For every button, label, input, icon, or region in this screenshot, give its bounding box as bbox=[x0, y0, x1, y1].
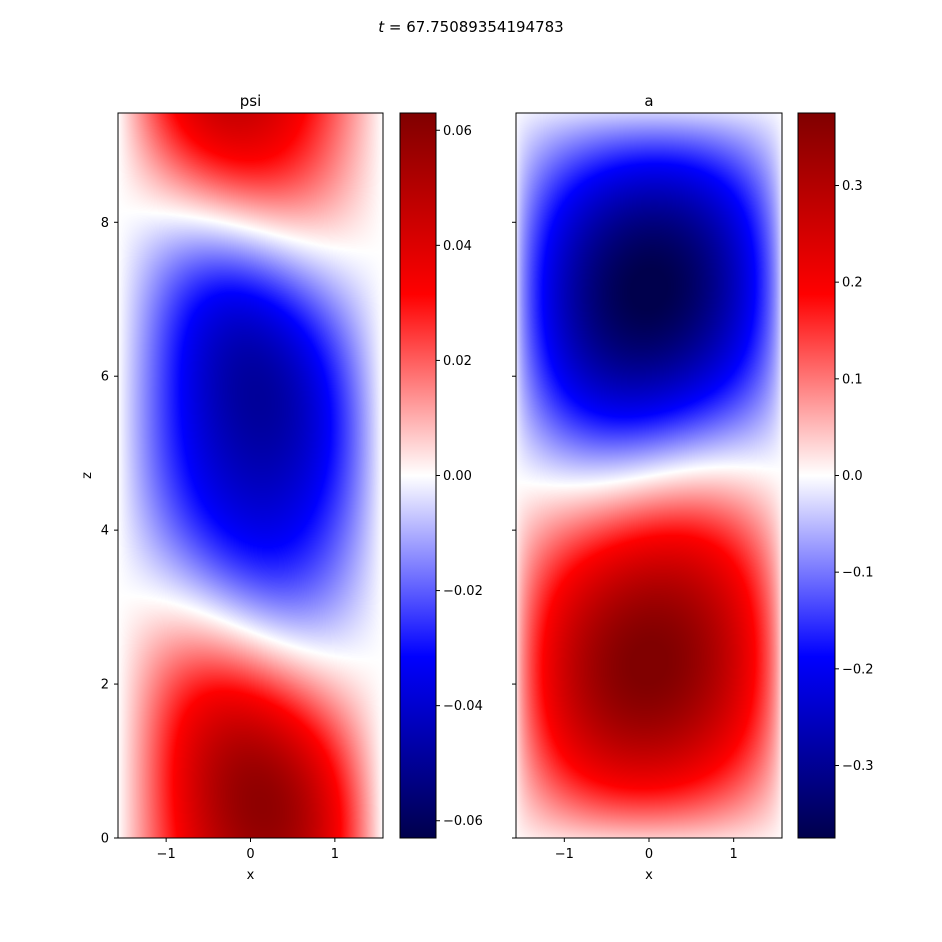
x-tick-label: −1 bbox=[555, 847, 574, 862]
y-tick-label: 0 bbox=[101, 832, 109, 847]
a-ticks: −1 0 1 bbox=[512, 221, 738, 862]
x-tick-label: −1 bbox=[157, 847, 176, 862]
psi-heatmap bbox=[118, 113, 383, 838]
colorbar-tick-label: 0.3 bbox=[842, 179, 863, 194]
colorbar-tick-label: −0.1 bbox=[842, 566, 874, 581]
a-title: a bbox=[644, 92, 653, 110]
psi-panel: psi x z −1 0 1 0 2 4 6 8 −0.06 −0.04 −0.02 0.00 0.0… bbox=[80, 92, 483, 883]
colorbar-tick-label: −0.02 bbox=[443, 584, 483, 599]
a-heatmap bbox=[516, 113, 782, 838]
colorbar-tick-label: −0.06 bbox=[443, 814, 483, 829]
figure-suptitle: t = 67.75089354194783 bbox=[378, 18, 563, 36]
x-tick-label: 1 bbox=[730, 847, 738, 862]
suptitle-value: = 67.75089354194783 bbox=[384, 18, 564, 36]
y-tick-label: 8 bbox=[101, 216, 109, 231]
colorbar-tick-label: −0.3 bbox=[842, 759, 874, 774]
psi-ticks: −1 0 1 0 2 4 6 8 bbox=[101, 216, 339, 862]
psi-xlabel: x bbox=[247, 868, 255, 883]
colorbar-tick-label: −0.2 bbox=[842, 662, 874, 677]
colorbar-tick-label: 0.0 bbox=[842, 469, 863, 484]
x-tick-label: 0 bbox=[246, 847, 254, 862]
a-colorbar-ticks: −0.3 −0.2 −0.1 0.0 0.1 0.2 0.3 bbox=[835, 179, 874, 774]
a-colorbar bbox=[798, 113, 835, 838]
psi-title: psi bbox=[240, 92, 262, 110]
colorbar-tick-label: 0.00 bbox=[443, 469, 472, 484]
a-panel: a x −1 0 1 −0.3 −0.2 −0.1 0.0 0.1 0.2 0.3 bbox=[512, 92, 874, 883]
colorbar-tick-label: 0.06 bbox=[443, 124, 472, 139]
psi-colorbar bbox=[400, 113, 436, 838]
a-xlabel: x bbox=[645, 868, 653, 883]
colorbar-tick-label: 0.1 bbox=[842, 372, 863, 387]
colorbar-tick-label: 0.04 bbox=[443, 239, 472, 254]
y-tick-label: 4 bbox=[101, 524, 109, 539]
colorbar-tick-label: 0.02 bbox=[443, 354, 472, 369]
y-tick-label: 6 bbox=[101, 370, 109, 385]
colorbar-tick-label: −0.04 bbox=[443, 699, 483, 714]
psi-ylabel: z bbox=[80, 472, 95, 479]
psi-heatmap-fo bbox=[118, 113, 383, 838]
psi-colorbar-ticks: −0.06 −0.04 −0.02 0.00 0.02 0.04 0.06 bbox=[436, 124, 483, 829]
x-tick-label: 1 bbox=[331, 847, 339, 862]
x-tick-label: 0 bbox=[645, 847, 653, 862]
colorbar-tick-label: 0.2 bbox=[842, 276, 863, 291]
y-tick-label: 2 bbox=[101, 678, 109, 693]
a-heatmap-fo bbox=[516, 113, 782, 838]
suptitle-italic: t bbox=[378, 18, 385, 36]
